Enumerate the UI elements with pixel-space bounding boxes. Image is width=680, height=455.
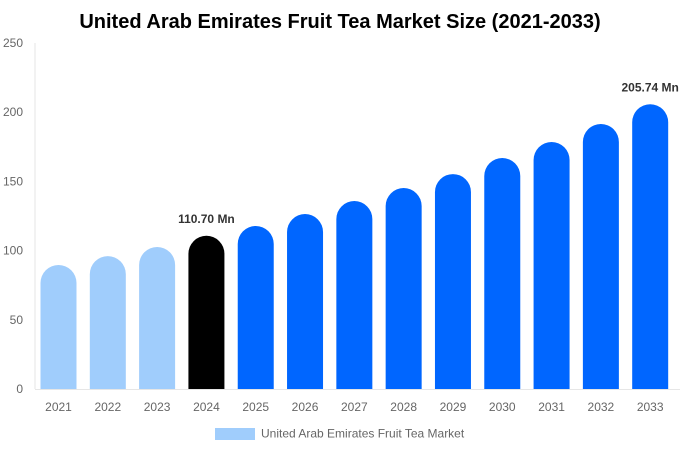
x-tick-label: 2028	[390, 400, 417, 414]
bar-2028[interactable]	[385, 188, 422, 389]
y-tick-label: 250	[3, 36, 23, 50]
y-tick-label: 50	[10, 313, 24, 327]
bar-2031[interactable]	[533, 141, 570, 389]
data-labels: 110.70 Mn 205.74 Mn	[178, 80, 679, 226]
bar-2022[interactable]	[89, 256, 126, 389]
y-tick-label: 200	[3, 105, 23, 119]
data-label-2024: 110.70 Mn	[178, 212, 235, 226]
x-tick-label: 2022	[94, 400, 121, 414]
x-tick-label: 2032	[588, 400, 615, 414]
x-tick-label: 2027	[341, 400, 368, 414]
chart-title: United Arab Emirates Fruit Tea Market Si…	[79, 11, 600, 33]
data-label-2033: 205.74 Mn	[622, 80, 679, 94]
bar-2023[interactable]	[139, 247, 176, 389]
y-tick-label: 150	[3, 174, 23, 188]
x-axis: 2021 2022 2023 2024 2025 2026 2027 2028 2029 2030…	[35, 389, 680, 414]
x-tick-label: 2021	[45, 400, 72, 414]
x-tick-label: 2033	[637, 400, 664, 414]
bar-2032[interactable]	[582, 123, 619, 390]
bar-2027[interactable]	[336, 201, 373, 389]
x-tick-label: 2030	[489, 400, 516, 414]
bars	[40, 104, 669, 390]
x-tick-label: 2023	[144, 400, 171, 414]
bar-2033[interactable]	[632, 104, 669, 390]
bar-2029[interactable]	[434, 174, 471, 389]
y-axis: 0 50 100 150 200 250	[3, 36, 36, 396]
x-tick-label: 2029	[440, 400, 467, 414]
x-tick-label: 2024	[193, 400, 220, 414]
bar-2030[interactable]	[484, 158, 521, 389]
x-tick-label: 2026	[292, 400, 319, 414]
legend-swatch	[215, 428, 255, 440]
y-tick-label: 0	[16, 382, 23, 396]
x-tick-label: 2031	[538, 400, 565, 414]
y-tick-label: 100	[3, 244, 23, 258]
bar-2026[interactable]	[287, 214, 324, 389]
x-tick-label: 2025	[242, 400, 269, 414]
bar-2024[interactable]	[188, 235, 225, 389]
bar-2025[interactable]	[237, 225, 274, 389]
bar-2021[interactable]	[40, 264, 77, 389]
legend-label: United Arab Emirates Fruit Tea Market	[261, 427, 465, 441]
legend[interactable]: United Arab Emirates Fruit Tea Market	[215, 427, 465, 441]
